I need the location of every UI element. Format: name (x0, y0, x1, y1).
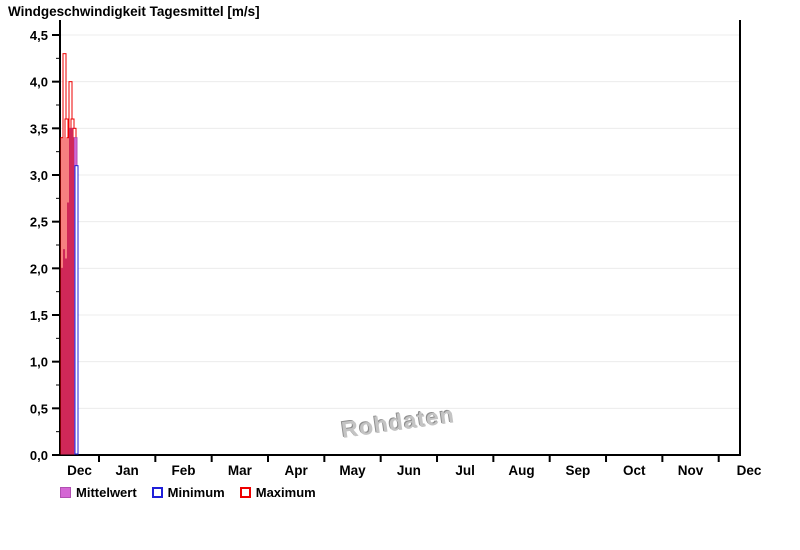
x-month-label: Nov (678, 463, 704, 478)
x-month-label: Jul (455, 463, 475, 478)
x-month-label: Jun (397, 463, 421, 478)
x-month-label: Oct (623, 463, 646, 478)
chart-legend: Mittelwert Minimum Maximum (60, 485, 316, 500)
y-tick-label: 4,0 (30, 75, 48, 90)
x-month-label: Sep (565, 463, 590, 478)
x-month-label: Dec (737, 463, 762, 478)
legend-label-maximum: Maximum (255, 485, 316, 500)
legend-item-maximum: Maximum (239, 485, 316, 500)
y-tick-label: 2,0 (30, 261, 48, 276)
chart-title: Windgeschwindigkeit Tagesmittel [m/s] (8, 4, 260, 19)
x-month-label: May (339, 463, 366, 478)
x-month-label: Dec (67, 463, 92, 478)
x-month-label: Jan (116, 463, 139, 478)
mittelwert-swatch-icon (60, 487, 71, 498)
minimum-swatch-icon (151, 487, 163, 498)
y-tick-label: 3,5 (30, 121, 48, 136)
y-tick-label: 0,0 (30, 448, 48, 463)
legend-item-mittelwert: Mittelwert (60, 485, 137, 500)
y-tick-label: 1,5 (30, 308, 48, 323)
x-month-label: Feb (171, 463, 195, 478)
y-tick-label: 4,5 (30, 28, 48, 43)
bar-minimum (74, 165, 79, 455)
legend-label-mittelwert: Mittelwert (76, 485, 137, 500)
x-month-label: Mar (228, 463, 253, 478)
legend-item-minimum: Minimum (151, 485, 225, 500)
y-tick-label: 2,5 (30, 215, 48, 230)
x-month-label: Aug (508, 463, 534, 478)
y-tick-label: 0,5 (30, 401, 48, 416)
x-month-label: Apr (285, 463, 309, 478)
y-tick-label: 3,0 (30, 168, 48, 183)
legend-label-minimum: Minimum (167, 485, 225, 500)
y-tick-label: 1,0 (30, 355, 48, 370)
maximum-swatch-icon (239, 487, 251, 498)
